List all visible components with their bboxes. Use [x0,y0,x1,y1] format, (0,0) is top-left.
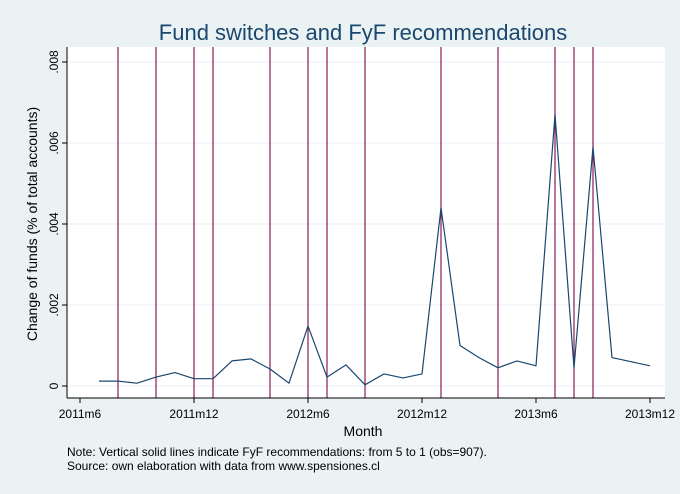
y-axis-title: Change of funds (% of total accounts) [24,107,40,341]
y-tick-label: 0 [47,382,61,389]
note-line-1: Note: Vertical solid lines indicate FyF … [67,445,487,459]
x-tick-label: 2011m12 [169,407,218,421]
y-tick-label: .002 [47,293,61,317]
x-tick-label: 2013m6 [514,407,558,421]
x-axis-title: Month [344,423,383,439]
note-line-2: Source: own elaboration with data from w… [67,459,380,473]
y-tick-label: .004 [47,212,61,236]
x-tick-label: 2012m12 [397,407,447,421]
x-tick-label: 2011m6 [59,407,102,421]
chart-title: Fund switches and FyF recommendations [159,20,567,45]
plot-area [67,47,665,398]
y-tick-label: .008 [47,50,61,74]
x-tick-label: 2012m6 [286,407,330,421]
y-tick-label: .006 [47,131,61,155]
x-tick-label: 2013m12 [625,407,675,421]
series-line [99,113,651,386]
